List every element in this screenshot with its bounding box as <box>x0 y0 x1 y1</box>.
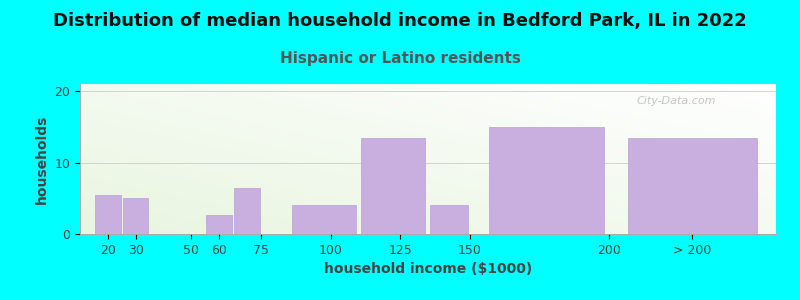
Text: City-Data.com: City-Data.com <box>637 96 716 106</box>
Bar <box>123 198 149 234</box>
Bar <box>629 138 757 234</box>
Bar <box>489 127 604 234</box>
Y-axis label: households: households <box>35 114 49 204</box>
Bar <box>291 206 356 234</box>
Bar <box>234 188 260 234</box>
Bar <box>361 138 426 234</box>
Bar <box>95 195 121 234</box>
X-axis label: household income ($1000): household income ($1000) <box>324 262 532 276</box>
Bar <box>206 215 232 234</box>
Text: Hispanic or Latino residents: Hispanic or Latino residents <box>279 51 521 66</box>
Bar <box>430 206 468 234</box>
Text: Distribution of median household income in Bedford Park, IL in 2022: Distribution of median household income … <box>53 12 747 30</box>
